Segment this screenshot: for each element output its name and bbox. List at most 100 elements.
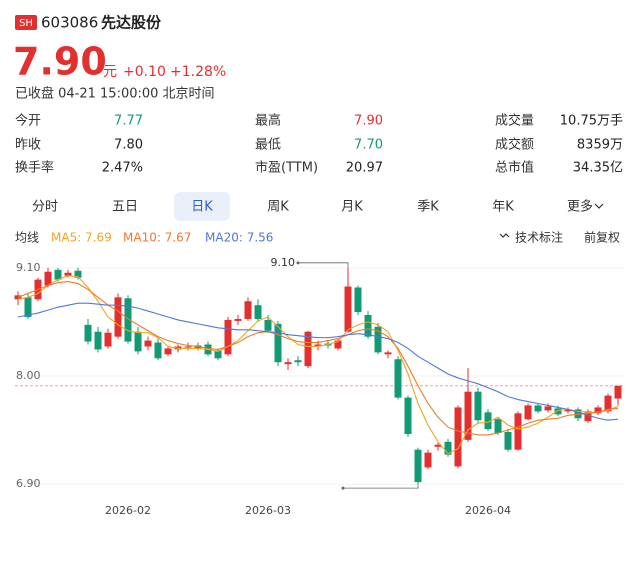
candle-body xyxy=(464,391,472,440)
candle-body xyxy=(214,350,222,359)
market-badge-bg xyxy=(15,15,37,30)
candle-body xyxy=(284,362,292,365)
candle-body xyxy=(94,331,102,350)
extreme-dot xyxy=(296,261,300,265)
stock-code: 603086 xyxy=(41,14,98,32)
candle-body xyxy=(414,449,422,483)
market-badge: SH xyxy=(19,18,33,29)
tab[interactable]: 分时 xyxy=(32,200,58,215)
y-tick-label: 9.10 xyxy=(16,261,41,274)
candle-body xyxy=(274,323,282,363)
candle-body xyxy=(534,405,542,412)
candle-body xyxy=(484,412,492,430)
candle-body xyxy=(594,407,602,414)
candle-body xyxy=(24,297,32,317)
stat-label: 成交额 xyxy=(495,137,534,153)
tool-button[interactable]: 前复权 xyxy=(584,230,620,245)
x-tick-label: 2026-04 xyxy=(465,504,511,517)
candle-body xyxy=(164,348,172,355)
candle-body xyxy=(314,344,322,347)
candle-body xyxy=(184,346,192,348)
candle-body xyxy=(124,298,132,342)
price-unit: 元 xyxy=(103,64,117,80)
candle-body xyxy=(454,407,462,467)
candle-body xyxy=(384,352,392,355)
candle-body xyxy=(514,413,522,450)
stat-label: 最低 xyxy=(255,138,281,153)
y-tick-label: 8.00 xyxy=(16,369,41,382)
tab[interactable]: 五日 xyxy=(112,200,138,215)
change: +0.10 xyxy=(123,64,166,80)
stat-value: 20.97 xyxy=(346,161,383,176)
ma-line xyxy=(17,281,619,436)
x-tick-label: 2026-03 xyxy=(245,504,291,517)
candle-body xyxy=(134,331,142,352)
tab[interactable]: 更多 xyxy=(567,199,593,215)
stat-value: 2.47% xyxy=(102,161,143,176)
stock-name: 先达股份 xyxy=(101,14,162,32)
stat-value: 34.35亿 xyxy=(573,161,623,176)
tab-selected-bg xyxy=(174,192,230,221)
stat-label: 成交量 xyxy=(495,113,534,129)
candle-body xyxy=(224,319,232,355)
change-pct: +1.28% xyxy=(170,64,226,80)
candle-body xyxy=(524,405,532,420)
stat-value: 7.77 xyxy=(114,114,143,129)
candle-body xyxy=(504,432,512,450)
ma-line xyxy=(17,302,619,421)
candle-body xyxy=(614,385,622,399)
ma-title: 均线 xyxy=(15,231,39,245)
stat-label: 最高 xyxy=(255,113,281,129)
candle-body xyxy=(334,340,342,349)
ma-line xyxy=(17,275,619,455)
candle-body xyxy=(354,287,362,313)
candle-body xyxy=(154,342,162,359)
stat-value: 7.70 xyxy=(354,138,383,153)
tool-button[interactable]: 技术标注 xyxy=(515,230,563,245)
tab[interactable]: 月K xyxy=(341,200,363,215)
candle-body xyxy=(374,326,382,353)
stat-label: 昨收 xyxy=(15,138,41,153)
candle-body xyxy=(554,408,562,415)
stat-value: 7.90 xyxy=(354,114,383,129)
candle-body xyxy=(54,269,62,280)
legend: MA5: 7.69 MA10: 7.67 MA20: 7.56 xyxy=(51,231,273,245)
stat-label: 今开 xyxy=(15,113,41,129)
stat-label: 总市值 xyxy=(495,160,534,176)
legend-entry: MA10: 7.67 xyxy=(123,231,191,245)
plot: 9.10 8.00 6.90 2026-02 2026-03 2026-04 9.10 xyxy=(14,256,625,517)
candle-body xyxy=(104,332,112,347)
candle-body xyxy=(444,441,452,455)
tab[interactable]: 周K xyxy=(267,200,289,215)
candle-body xyxy=(44,271,52,286)
candle-body xyxy=(474,391,482,421)
tool-icon xyxy=(499,233,510,238)
tab-bar: 分时 五日 日K 周K 月K 季K 年K 更多 xyxy=(32,192,593,221)
tab[interactable]: 季K xyxy=(417,200,439,215)
price: 7.90 xyxy=(13,40,107,84)
extreme-marker xyxy=(298,262,349,268)
extreme-marker xyxy=(343,484,419,489)
legend-entry: MA5: 7.69 xyxy=(51,231,112,245)
candle-body xyxy=(544,406,552,411)
stat-value: 8359万 xyxy=(577,138,623,153)
candle-body xyxy=(84,324,92,342)
candle-body xyxy=(114,297,122,337)
tab[interactable]: 日K xyxy=(191,200,213,215)
candle-body xyxy=(494,419,502,433)
candle-body xyxy=(394,359,402,398)
candle-body xyxy=(404,397,412,434)
status: 已收盘 04-21 15:00:00 北京时间 xyxy=(15,86,215,102)
candle-body xyxy=(144,340,152,347)
tab[interactable]: 年K xyxy=(492,200,514,215)
candle-body xyxy=(304,331,312,367)
candle-body xyxy=(294,360,302,363)
extreme-dot xyxy=(341,486,345,490)
extreme-label: 9.10 xyxy=(271,256,296,269)
candle-body xyxy=(584,411,592,422)
x-tick-label: 2026-02 xyxy=(105,504,151,517)
legend-entry: MA20: 7.56 xyxy=(205,231,273,245)
candle-body xyxy=(64,272,72,276)
